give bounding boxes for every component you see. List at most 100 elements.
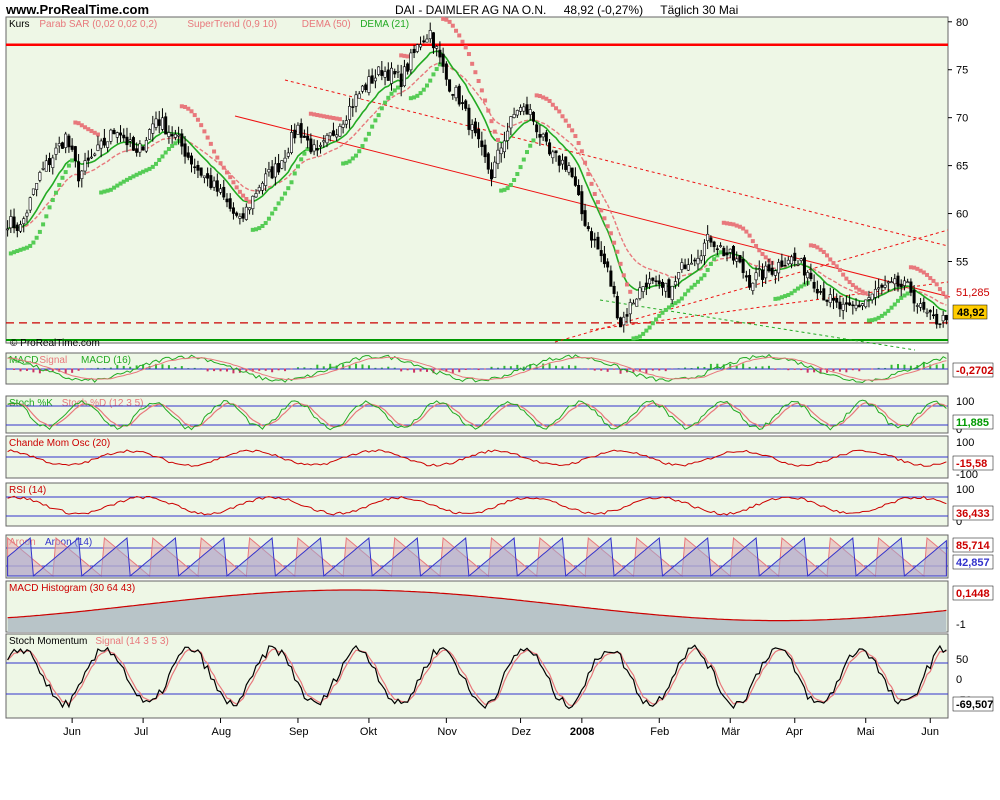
sar-dot [712, 257, 717, 262]
trend-line-green [599, 299, 916, 351]
macd-bar [845, 368, 848, 373]
sar-dot [286, 186, 291, 191]
candle-body [709, 237, 713, 243]
candle-body [812, 281, 816, 289]
candle-body [367, 76, 371, 93]
panel-frame-4 [5, 482, 949, 527]
macd-bar [167, 365, 170, 369]
macd-bar [561, 366, 564, 369]
candle-body [496, 149, 500, 164]
sar-dot [83, 125, 88, 130]
sar-dot [302, 151, 307, 156]
sar-dot [163, 150, 168, 155]
sar-dot [502, 187, 507, 192]
sar-dot [521, 157, 526, 162]
sar-dot [776, 296, 781, 301]
sar-dot [879, 313, 884, 318]
sar-dot [931, 278, 936, 283]
candle-body [151, 123, 155, 134]
macd-bar [522, 366, 525, 369]
candle-body [470, 124, 474, 131]
macd-bar [400, 368, 403, 372]
y-tick-label-2-1: 0 [956, 424, 962, 436]
macd-bar [593, 368, 596, 371]
sar-dot [779, 295, 784, 300]
sar-dot [202, 129, 207, 134]
sar-dot [695, 279, 700, 284]
sar-dot [944, 294, 949, 299]
candle-body [902, 280, 906, 286]
sar-dot [12, 250, 17, 255]
macd-bar [774, 368, 777, 370]
candle-body [248, 207, 252, 211]
candle-body [790, 256, 794, 265]
macd-bar [800, 368, 803, 371]
sar-dot [518, 165, 523, 170]
sar-dot [479, 88, 484, 93]
sar-dot [292, 171, 297, 176]
sar-dot [921, 270, 926, 275]
macd-bar [787, 368, 790, 371]
candle-body [409, 52, 413, 71]
macd-bar [464, 368, 467, 370]
candle-body [522, 106, 526, 112]
macd-bar [755, 366, 758, 369]
sar-dot [405, 54, 410, 59]
instrument-name: DAI - DAIMLER AG NA O.N. [395, 3, 547, 17]
sar-dot [557, 109, 562, 114]
candle-body [615, 295, 619, 319]
macd-bar [380, 367, 383, 369]
sar-dot [637, 334, 642, 339]
candle-body [119, 132, 123, 136]
sar-dot [66, 163, 71, 168]
candle-body [222, 186, 226, 198]
macd-bar [451, 368, 454, 374]
x-tick-label-7: 2008 [570, 726, 594, 738]
legend-entry-1-1: Signal [39, 355, 67, 366]
candle-body [70, 145, 74, 150]
sar-dot [60, 175, 65, 180]
sar-dot [795, 286, 800, 291]
candle-body [431, 32, 435, 49]
candle-body [567, 165, 571, 173]
rsi-value-label-box [952, 505, 994, 521]
candle-body [925, 311, 929, 314]
sar-dot [621, 273, 626, 278]
candle-body [735, 258, 739, 262]
candle-body [586, 226, 590, 230]
macd-value-label: -0,2702 [956, 365, 993, 377]
candle-body [283, 157, 287, 163]
sar-dot [463, 45, 468, 50]
sar-dot [147, 166, 152, 171]
sar-dot [431, 72, 436, 77]
sar-dot [95, 132, 100, 137]
candle-body [864, 299, 868, 308]
candle-body [770, 267, 774, 275]
candle-body [386, 69, 390, 81]
candle-body [628, 302, 632, 315]
macd-bar [722, 364, 725, 369]
macd-histogram-line [7, 589, 947, 622]
candle-body [286, 152, 290, 157]
candle-body [154, 118, 158, 128]
candle-body [744, 275, 748, 278]
sar-dot [357, 149, 362, 154]
sar-dot [837, 267, 842, 272]
macd-bar [264, 368, 267, 371]
legend-entry-0-3: DEMA (50) [302, 19, 351, 30]
candle-body [583, 210, 587, 226]
stoch-d-line [7, 402, 947, 428]
macd-bar [632, 368, 635, 373]
y-tick-label-7-1: 0 [956, 674, 962, 686]
candle-body [390, 67, 394, 84]
sar-dot [744, 229, 749, 234]
candle-body [664, 282, 668, 292]
candle-body [115, 132, 119, 138]
sar-dot [337, 117, 342, 122]
sar-dot [189, 109, 194, 114]
legend-entry-7-0: Stoch Momentum [9, 636, 87, 647]
sar-dot [595, 200, 600, 205]
candle-body [731, 245, 735, 261]
macd-bar [503, 365, 506, 369]
